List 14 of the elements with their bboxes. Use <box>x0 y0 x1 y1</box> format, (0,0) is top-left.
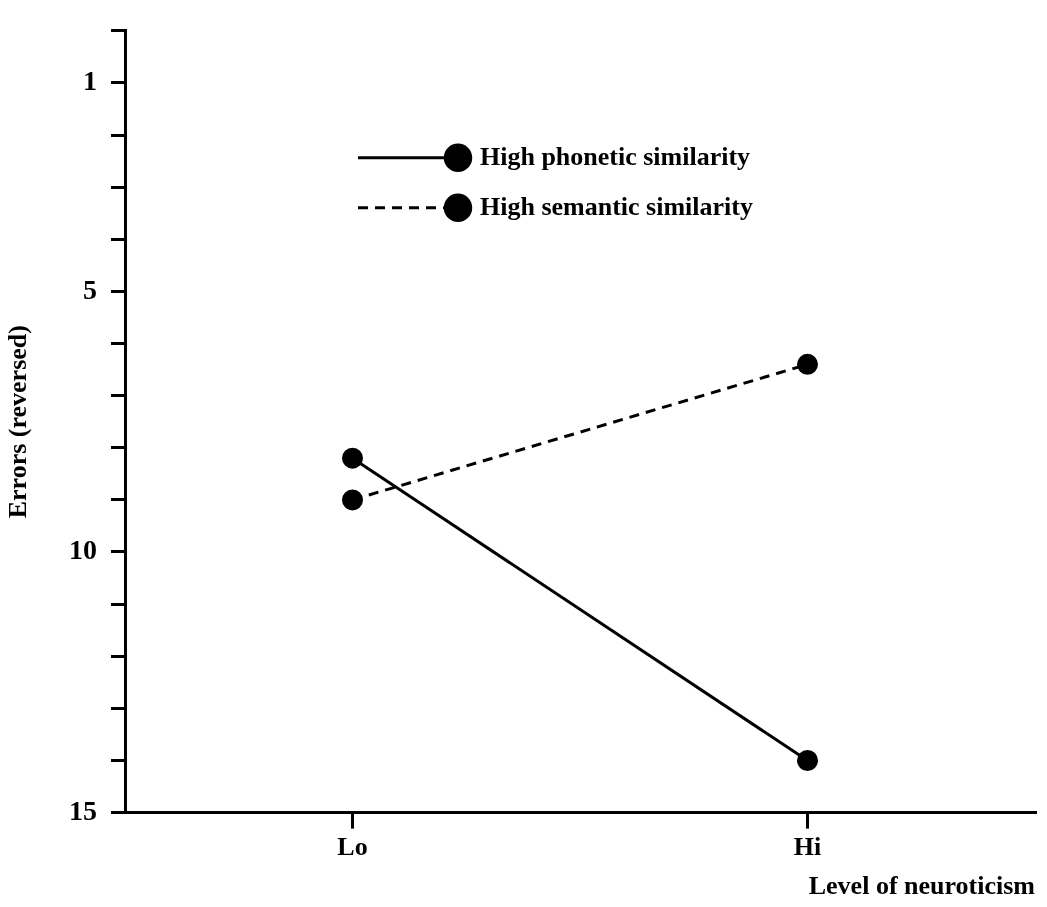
x-tick-label: Hi <box>793 831 822 861</box>
x-axis-title: Level of neuroticism <box>808 871 1036 901</box>
point <box>342 489 363 511</box>
point <box>797 353 818 375</box>
y-tick-label: 5 <box>83 273 97 305</box>
point <box>342 447 363 469</box>
y-tick-label: 15 <box>69 794 97 826</box>
y-tick-label: 1 <box>83 65 97 97</box>
x-tick-label: Lo <box>337 831 368 861</box>
legend-label: High semantic similarity <box>480 191 753 221</box>
point <box>797 749 818 771</box>
legend-label: High phonetic similarity <box>480 141 751 171</box>
y-axis-title: Errors (reversed) <box>3 325 33 519</box>
y-tick-label: 10 <box>69 534 97 566</box>
